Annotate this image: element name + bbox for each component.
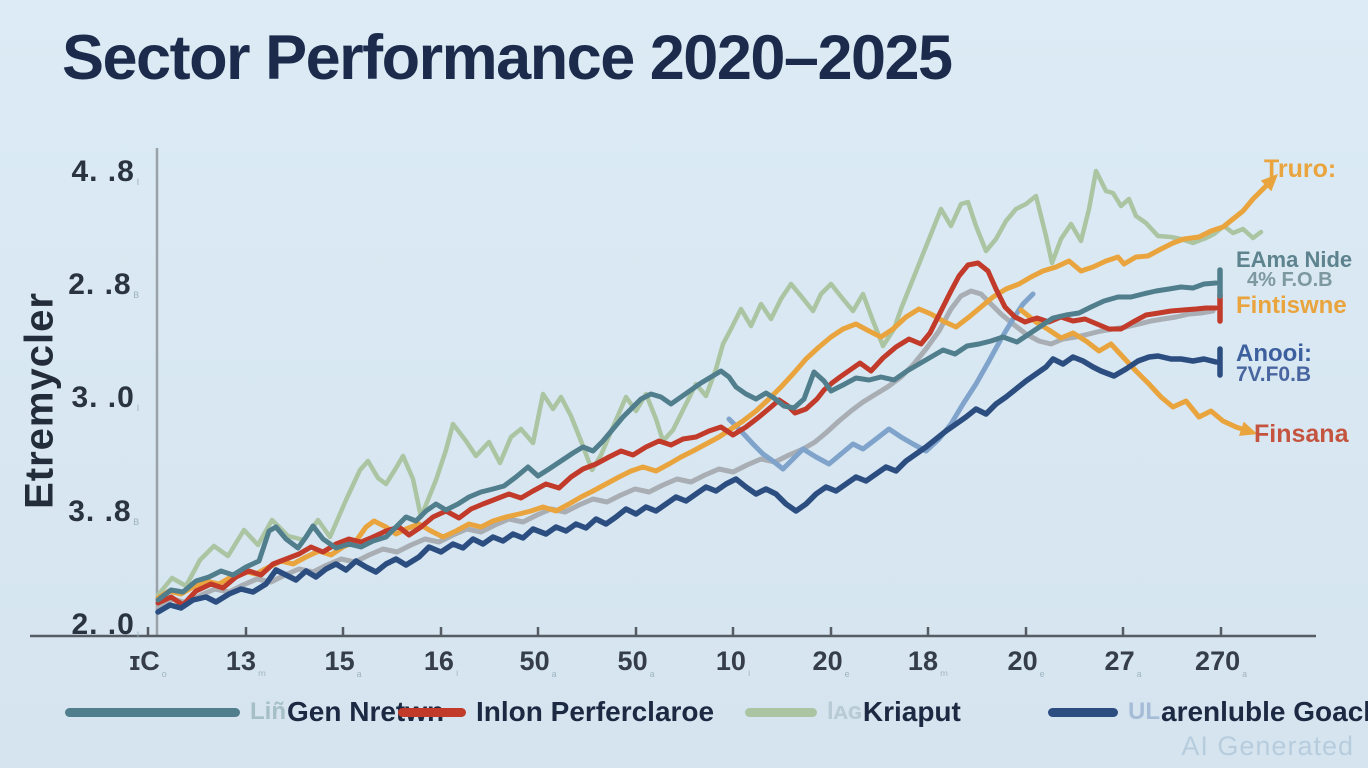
x-tick-label: 15 ₐ [324, 646, 362, 680]
y-tick-label: 4. .8 ᴵ [71, 155, 140, 191]
series-line-orange-down [1018, 307, 1251, 434]
x-tick-label: ɪC ₒ [129, 646, 167, 680]
series-line-gen-nretwn [155, 280, 1219, 603]
series-line-kriaput [155, 168, 1264, 598]
legend-swatch-goach [1048, 707, 1118, 717]
chart-legend: Liñ Gen Nretwn Inlon Perferclaroe lᴀɢ Kriapu… [0, 694, 1368, 734]
ai-generated-watermark: AI Generated [1181, 731, 1354, 761]
legend-item-kriaput: lᴀɢ Kriaput [745, 694, 961, 730]
series-arrowhead-orange-main [1260, 173, 1279, 192]
x-tick-label: 270 ₐ [1195, 646, 1247, 680]
legend-label-goach: arenluble Goach [1161, 696, 1368, 727]
legend-ghost-text: lᴀɢ [827, 698, 862, 725]
x-tick-label: 20 ₑ [812, 646, 850, 680]
annotation-fintiswne: Fintiswne [1236, 292, 1347, 319]
chart-title: Sector Performance 2020–2025 [62, 23, 953, 93]
series-arrowhead-orange-down [1238, 421, 1258, 436]
x-tick-label: 50 ₐ [519, 646, 557, 680]
legend-ghost-text: Liñ [250, 698, 286, 725]
legend-item-gen-nretwn: Liñ Gen Nretwn [65, 694, 444, 730]
annotation-eama-nide: EAma Nide [1236, 247, 1353, 272]
annotation-finsana: Finsana [1254, 420, 1349, 448]
y-tick-label: 2. .8 ᴮ [68, 268, 140, 304]
legend-swatch-gen-nretwn [65, 707, 240, 717]
x-tick-label: 27 ₐ [1104, 646, 1142, 680]
legend-swatch-kriaput [745, 707, 817, 717]
legend-item-inlon: Inlon Perferclaroe [398, 694, 714, 730]
x-tick-label: 16 ₗ [423, 646, 459, 680]
series-line-goach [155, 353, 1219, 615]
series-line-inlon [155, 260, 1219, 608]
y-tick-label: 2. .0 ᴵ [71, 608, 140, 644]
annotation-fob-teal: 4% F.O.B [1247, 269, 1333, 291]
legend-item-goach: UL arenluble Goach [1048, 694, 1368, 730]
x-tick-label: 10 ₗ [715, 646, 751, 680]
x-tick-label: 50 ₐ [617, 646, 655, 680]
legend-label-kriaput: Kriaput [862, 696, 961, 727]
series-line-gray [155, 288, 1216, 609]
annotation-truro: Truro: [1264, 155, 1337, 183]
x-tick-label: 20 ₑ [1007, 646, 1045, 680]
legend-swatch-inlon [398, 707, 466, 717]
series-line-lightblue [726, 291, 1036, 472]
x-tick-label: 18 ₘ [907, 646, 949, 680]
annotation-anooi: Anooi: [1236, 340, 1312, 367]
legend-label-inlon: Inlon Perferclaroe [476, 696, 715, 727]
y-tick-label: 3. .8 ᴮ [68, 495, 140, 531]
y-tick-label: 3. .0 ᴵ [71, 381, 140, 417]
legend-ghost-text: UL [1128, 698, 1160, 725]
annotation-fob-navy: 7V.F0.B [1236, 363, 1312, 386]
x-tick-label: 13 ₘ [225, 646, 267, 680]
series-line-orange-main [155, 178, 1274, 601]
